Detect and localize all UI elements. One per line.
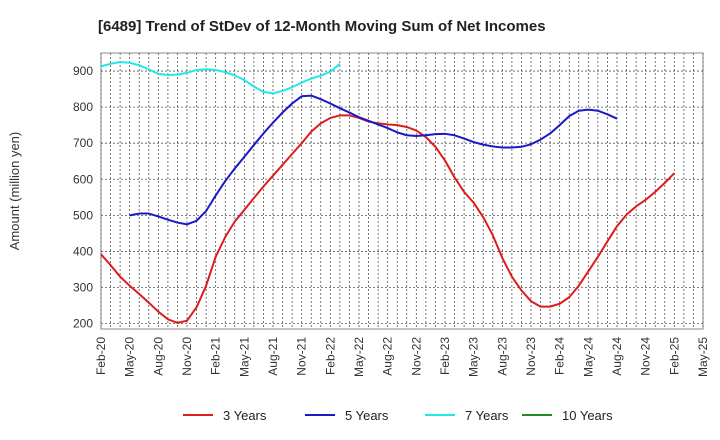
x-tick-label: Nov-21	[295, 337, 309, 376]
x-tick-label: Nov-24	[639, 337, 653, 376]
x-tick-label: Nov-20	[180, 337, 194, 376]
legend-label: 10 Years	[562, 408, 613, 423]
series-line-5-years	[129, 94, 618, 226]
x-tick-label: May-23	[467, 337, 481, 377]
x-tick-label: Aug-22	[381, 337, 395, 376]
x-tick-label: Feb-22	[323, 337, 337, 375]
x-tick-labels: Feb-20 May-20 Aug-20 Nov-20 Feb-21 May-21 Aug-…	[94, 337, 710, 377]
x-tick-label: Feb-24	[553, 337, 567, 375]
y-tick-label: 400	[73, 244, 93, 258]
y-tick-label: 700	[73, 136, 93, 150]
x-tick-label: Feb-21	[209, 337, 223, 375]
y-tick-label: 800	[73, 100, 93, 114]
plot-area	[100, 52, 704, 330]
x-tick-label: Feb-23	[438, 337, 452, 375]
x-tick-label: Nov-22	[409, 337, 423, 376]
y-tick-label: 500	[73, 208, 93, 222]
x-tick-label: Aug-24	[610, 337, 624, 376]
series-line-3-years	[100, 114, 676, 324]
y-tick-label: 600	[73, 172, 93, 186]
x-tick-label: May-24	[581, 337, 595, 377]
legend-label: 7 Years	[465, 408, 509, 423]
series-layer	[100, 61, 676, 324]
series-line-7-years	[100, 61, 341, 95]
x-tick-label: Feb-25	[667, 337, 681, 375]
x-tick-label: Aug-21	[266, 337, 280, 376]
x-tick-label: Aug-23	[495, 337, 509, 376]
x-tick-label: Nov-23	[524, 337, 538, 376]
x-tick-label: May-22	[352, 337, 366, 377]
x-tick-label: Feb-20	[94, 337, 108, 375]
x-tick-label: May-21	[237, 337, 251, 377]
x-tick-label: Aug-20	[151, 337, 165, 376]
y-tick-label: 200	[73, 317, 93, 331]
x-tick-label: May-25	[696, 337, 710, 377]
y-tick-label: 900	[73, 64, 93, 78]
y-tick-label: 300	[73, 281, 93, 295]
legend-label: 5 Years	[345, 408, 389, 423]
x-tick-label: May-20	[123, 337, 137, 377]
chart-title: [6489] Trend of StDev of 12-Month Moving…	[98, 18, 546, 35]
legend: 3 Years 5 Years 7 Years 10 Years	[183, 408, 613, 423]
y-tick-labels: 200 300 400 500 600 700 800 900	[73, 64, 93, 331]
y-axis-label: Amount (million yen)	[7, 132, 22, 251]
legend-label: 3 Years	[223, 408, 267, 423]
grid-layer	[100, 53, 704, 329]
